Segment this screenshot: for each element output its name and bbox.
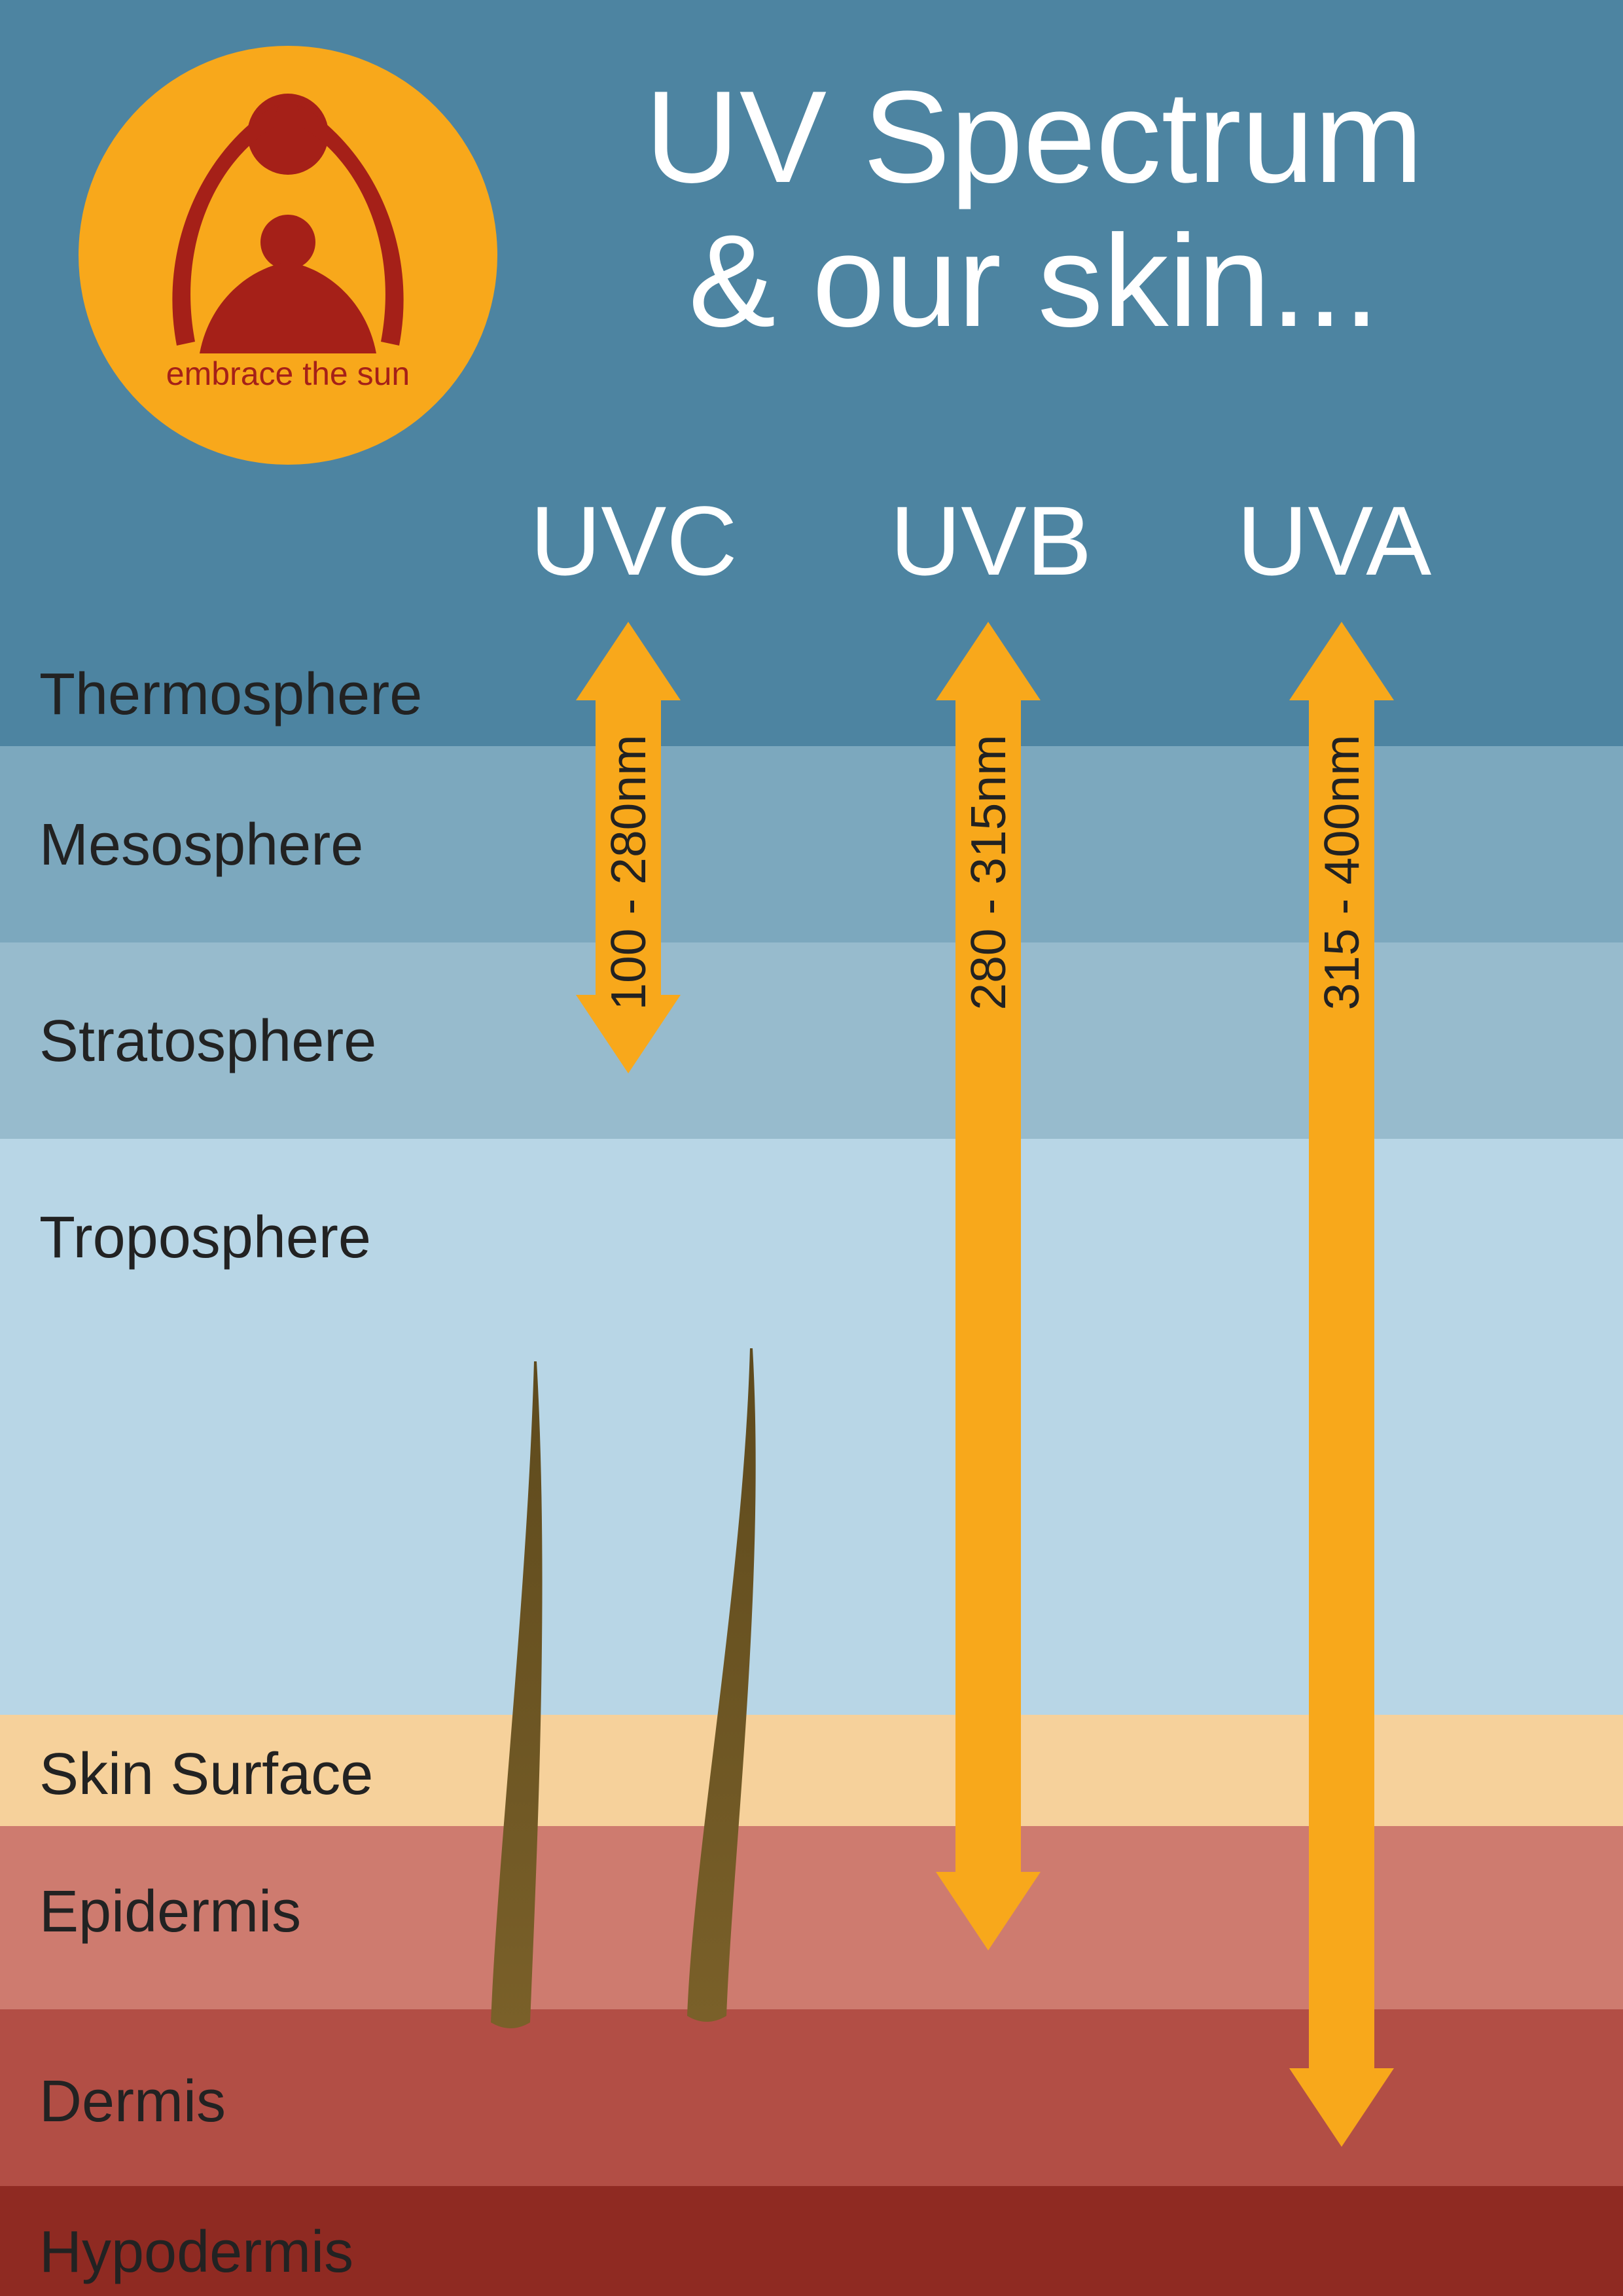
- layer-label-thermosphere: Thermosphere: [39, 661, 422, 728]
- uv-label-uva: UVA: [1237, 484, 1431, 598]
- arrow-down-icon: [936, 1872, 1041, 1950]
- uv-wavelength-uvc: 100 - 280nm: [600, 734, 656, 1010]
- title-line-1: UV Spectrum: [543, 65, 1525, 209]
- logo-caption: embrace the sun: [79, 355, 497, 393]
- layer-label-mesosphere: Mesosphere: [39, 812, 363, 879]
- layer-label-troposphere: Troposphere: [39, 1204, 371, 1272]
- logo: embrace the sun: [79, 46, 497, 465]
- uv-label-uvc: UVC: [530, 484, 738, 598]
- logo-figure-icon: [79, 46, 497, 465]
- arrow-down-icon: [1289, 2068, 1394, 2147]
- layer-label-skin-surface: Skin Surface: [39, 1741, 373, 1808]
- uv-wavelength-uva: 315 - 400nm: [1313, 734, 1370, 1010]
- layer-label-epidermis: Epidermis: [39, 1878, 301, 1946]
- arrow-up-icon: [1289, 622, 1394, 700]
- uv-wavelength-uvb: 280 - 315nm: [960, 734, 1016, 1010]
- layer-label-dermis: Dermis: [39, 2068, 226, 2136]
- arrow-up-icon: [576, 622, 681, 700]
- layer-label-hypodermis: Hypodermis: [39, 2219, 353, 2286]
- arrow-up-icon: [936, 622, 1041, 700]
- layer-label-stratosphere: Stratosphere: [39, 1008, 376, 1075]
- page-title: UV Spectrum & our skin...: [543, 65, 1525, 353]
- title-line-2: & our skin...: [543, 209, 1525, 353]
- uv-label-uvb: UVB: [890, 484, 1092, 598]
